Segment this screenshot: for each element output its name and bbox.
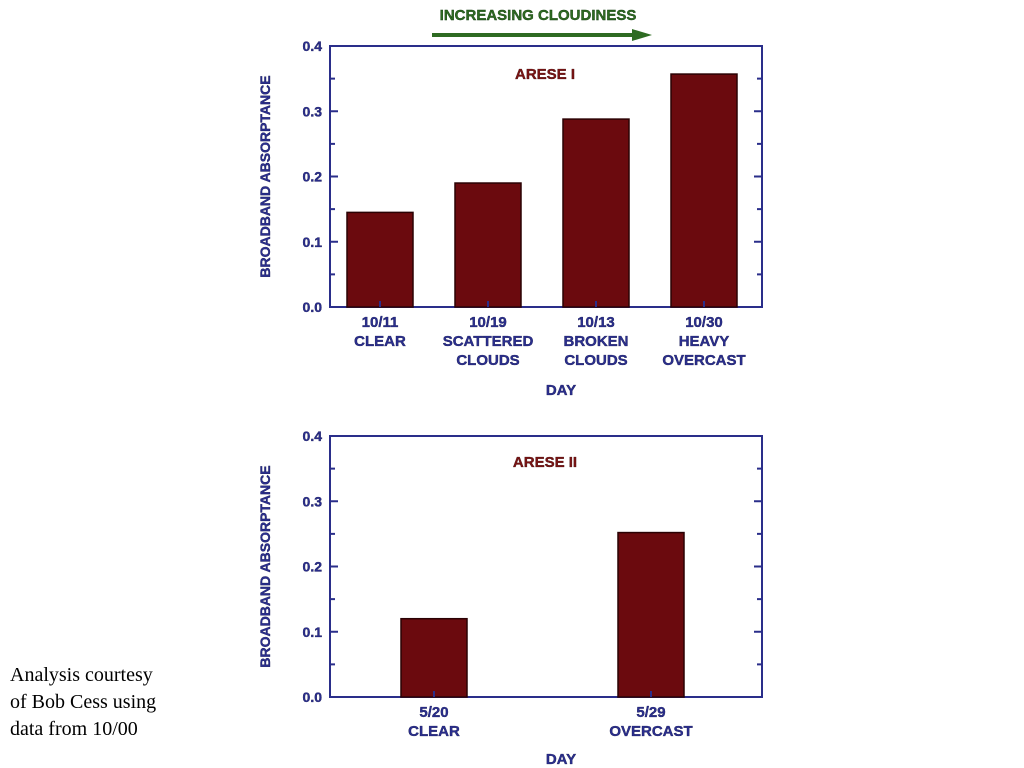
y-tick-label: 0.3 xyxy=(303,493,323,509)
y-tick-label: 0.4 xyxy=(303,428,323,444)
x-category-label: HEAVY xyxy=(679,333,730,350)
y-tick-label: 0.1 xyxy=(303,624,323,640)
x-category-label: 10/30 xyxy=(685,314,723,331)
x-category-label: OVERCAST xyxy=(609,723,692,740)
x-category-label: OVERCAST xyxy=(662,352,745,369)
arese-2-chart: 0.0 0.1 0.2 0.3 0.4 5/20 CLEAR 5/29 OVERCAST ARES… xyxy=(257,428,763,768)
bar xyxy=(670,73,738,308)
x-category-label: 10/13 xyxy=(577,314,615,331)
y-tick-label: 0.2 xyxy=(303,559,323,575)
x-category-label: 5/29 xyxy=(636,704,665,721)
caption-line: of Bob Cess using xyxy=(10,691,157,713)
bar xyxy=(346,211,414,308)
y-tick-label: 0.0 xyxy=(303,689,323,705)
x-category-label: 10/11 xyxy=(362,314,399,331)
bar xyxy=(562,118,630,308)
y-tick-label: 0.1 xyxy=(303,234,323,250)
right-arrow-icon xyxy=(432,29,652,41)
x-category-label: CLEAR xyxy=(408,723,460,740)
x-category-label: 5/20 xyxy=(419,704,448,721)
x-axis-label: DAY xyxy=(546,751,576,768)
y-axis-label: BROADBAND ABSORPTANCE xyxy=(257,465,273,667)
caption: Analysis courtesy of Bob Cess using data… xyxy=(10,662,210,743)
chart-title: ARESE II xyxy=(513,454,577,471)
x-category-label: CLOUDS xyxy=(456,352,519,369)
y-tick-label: 0.0 xyxy=(303,299,323,315)
x-category-label: CLOUDS xyxy=(564,352,627,369)
caption-line: Analysis courtesy xyxy=(10,664,153,686)
y-axis-label: BROADBAND ABSORPTANCE xyxy=(257,75,273,277)
x-category-label: 10/19 xyxy=(469,314,507,331)
y-tick-label: 0.4 xyxy=(303,38,323,54)
increasing-cloudiness-banner: INCREASING CLOUDINESS xyxy=(432,7,652,41)
x-category-label: CLEAR xyxy=(354,333,406,350)
y-tick-label: 0.2 xyxy=(303,169,323,185)
y-tick-label: 0.3 xyxy=(303,103,323,119)
x-axis-label: DAY xyxy=(546,382,576,399)
banner-label: INCREASING CLOUDINESS xyxy=(440,7,637,24)
bar xyxy=(617,531,685,698)
bar xyxy=(454,182,522,308)
plot-frame xyxy=(329,435,763,698)
bar xyxy=(400,617,468,698)
x-category-label: BROKEN xyxy=(563,333,628,350)
caption-line: data from 10/00 xyxy=(10,718,138,740)
x-category-label: SCATTERED xyxy=(443,333,534,350)
arese-1-chart: 0.0 0.1 0.2 0.3 0.4 10/11 CLEAR 10/19 SCATTERED C… xyxy=(257,38,763,399)
chart-title: ARESE I xyxy=(515,66,575,83)
